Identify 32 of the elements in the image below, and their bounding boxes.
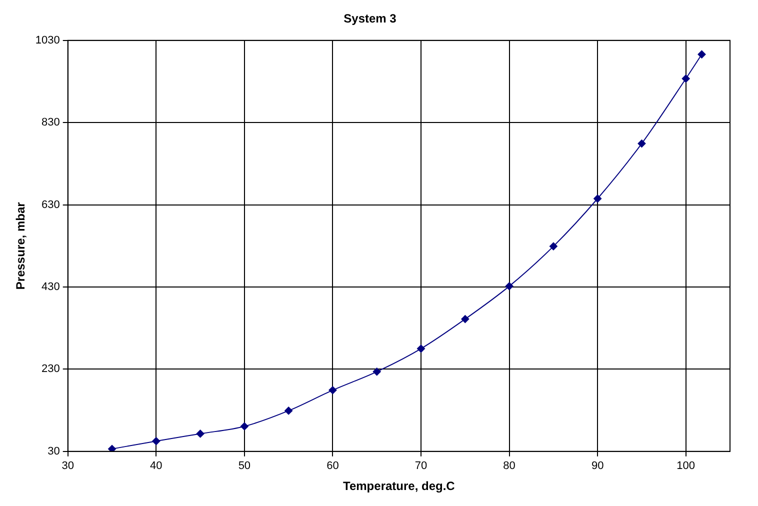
x-tick-label: 40 (150, 460, 162, 472)
point (698, 50, 706, 58)
y-tick-label: 430 (42, 281, 60, 294)
x-tick-label: 70 (414, 460, 428, 472)
x-tick-label: 80 (503, 460, 516, 472)
point (417, 344, 426, 353)
x-tick-label: 50 (238, 460, 251, 472)
y-tick-label: 630 (42, 198, 60, 211)
x-tick-label: 90 (591, 460, 604, 472)
x-axis-title: Temperature, deg.C (343, 479, 456, 494)
x-tick-label: 100 (676, 460, 696, 472)
y-tick-label: 30 (48, 445, 60, 458)
y-tick-label: 1030 (35, 34, 60, 46)
point (549, 242, 558, 250)
point (682, 74, 690, 83)
point (505, 282, 514, 290)
chart-title: System 3 (344, 12, 397, 26)
y-tick-label: 830 (42, 116, 60, 129)
point (328, 386, 337, 394)
point (240, 422, 248, 430)
y-axis-title: Pressure, mbar (14, 202, 28, 290)
x-tick-label: 60 (326, 460, 339, 472)
point (152, 437, 160, 446)
point (284, 406, 293, 415)
y-tick-label: 230 (42, 363, 60, 376)
point (638, 140, 646, 148)
point (196, 430, 204, 438)
x-tick-label: 30 (62, 460, 74, 472)
point (372, 368, 381, 376)
point (594, 194, 602, 203)
point (108, 444, 116, 452)
point (461, 315, 470, 324)
